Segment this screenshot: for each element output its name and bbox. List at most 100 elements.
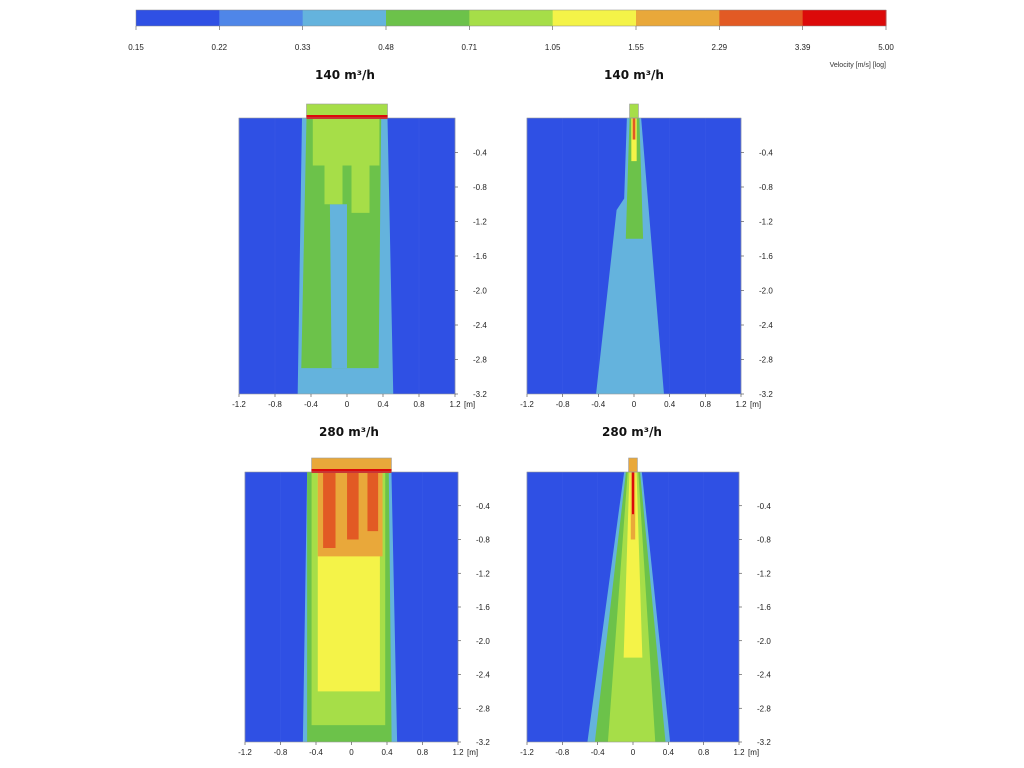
y-tick-label: -0.4 [759,149,773,158]
y-tick-label: -0.4 [757,502,771,511]
x-tick-label: 0.8 [700,400,712,409]
colorbar-tick-label: 0.15 [128,43,144,52]
y-tick-label: -2.0 [759,287,773,296]
x-tick-label: 0.8 [698,748,710,757]
y-tick-label: -2.8 [473,356,487,365]
x-tick-label: 0.4 [664,400,676,409]
colorbar-tick-label: 5.00 [878,43,894,52]
y-tick-label: -1.6 [473,252,487,261]
x-tick-label: -0.8 [555,748,569,757]
y-tick-label: -2.4 [476,671,490,680]
colorbar-segment [469,10,554,26]
x-tick-label: 0 [632,400,637,409]
inlet-nozzle [629,103,639,119]
panel-3: 280 m³/h -1.2 -0.8 -0.4 0 0.4 0.8 1.2 [m] -0.4 -0.… [238,425,490,757]
panel-2: 140 m³/h -1.2 -0.8 -0.4 0 0.4 0.8 1.2 [m] -0.4 -0.… [520,68,773,409]
contour-band [367,472,379,532]
colorbar-tick-label: 3.39 [795,43,811,52]
x-unit-label: [m] [750,400,761,409]
y-tick-label: -2.0 [757,637,771,646]
colorbar: 0.15 0.22 0.33 0.48 0.71 1.05 1.55 2.29 3.39 5.00 [128,9,894,52]
colorbar-segment [302,10,387,26]
y-tick-label: -2.8 [759,356,773,365]
contour-band [623,472,643,658]
x-tick-label: -0.4 [591,400,605,409]
y-tick-label: -2.8 [757,704,771,713]
colorbar-tick-label: 0.71 [462,43,478,52]
y-tick-label: -2.0 [473,287,487,296]
colorbar-tick-label: 1.55 [628,43,644,52]
panel-title: 140 m³/h [604,68,664,82]
x-tick-label: 0.8 [417,748,429,757]
x-tick-label: 0.4 [381,748,393,757]
colorbar-tick-label: 1.05 [545,43,561,52]
x-tick-label: 0 [631,748,636,757]
colorbar-tick-label: 0.33 [295,43,311,52]
y-tick-label: -0.4 [476,502,490,511]
x-tick-label: 1.2 [452,748,464,757]
colorbar-tick-label: 0.48 [378,43,394,52]
x-tick-label: 1.2 [733,748,745,757]
y-tick-label: -0.8 [759,183,773,192]
colorbar-segment [386,10,470,26]
contour-band [347,472,359,540]
contour-band [596,118,664,394]
y-tick-label: -1.2 [759,218,773,227]
x-tick-label: -0.4 [591,748,605,757]
colorbar-segment [719,10,804,26]
y-tick-label: -1.6 [476,603,490,612]
y-tick-label: -3.2 [759,390,773,399]
x-tick-label: -0.8 [556,400,570,409]
x-tick-label: -1.2 [520,400,534,409]
colorbar-segment [136,10,220,26]
y-tick-label: -1.2 [757,569,771,578]
y-tick-label: -0.8 [476,536,490,545]
y-tick-label: -0.8 [473,183,487,192]
contour-band [324,118,343,205]
x-tick-label: 0.4 [377,400,389,409]
x-tick-label: 0 [349,748,354,757]
panel-4: 280 m³/h -1.2 -0.8 -0.4 0 0.4 0.8 1.2 [m] -0.4 -0.… [520,425,771,757]
inlet-nozzle [628,457,638,473]
y-tick-label: -2.4 [757,671,771,680]
x-tick-label: 0.8 [413,400,425,409]
contour-band [625,118,644,239]
contour-band [323,472,336,548]
y-tick-label: -1.6 [759,252,773,261]
y-tick-label: -1.6 [757,603,771,612]
x-tick-label: -0.4 [304,400,318,409]
panel-title: 280 m³/h [319,425,379,439]
x-tick-label: -0.8 [274,748,288,757]
colorbar-frame [135,9,887,27]
inlet-jet [311,469,392,473]
x-tick-label: -1.2 [238,748,252,757]
y-tick-label: -3.2 [476,738,490,747]
colorbar-tick-label: 0.22 [212,43,228,52]
y-tick-label: -2.4 [473,321,487,330]
x-tick-label: 1.2 [449,400,461,409]
y-tick-label: -0.4 [473,149,487,158]
inlet-jet [306,115,388,119]
contour-band [631,472,635,515]
x-tick-label: -1.2 [520,748,534,757]
contour-band [632,118,636,140]
y-tick-label: -0.8 [757,536,771,545]
contour-band [351,118,370,213]
colorbar-tick-label: 2.29 [712,43,728,52]
colorbar-segment [802,10,887,26]
panel-title: 280 m³/h [602,425,662,439]
y-tick-label: -2.8 [476,704,490,713]
y-tick-label: -2.0 [476,637,490,646]
contour-band [329,204,347,369]
colorbar-segment [219,10,304,26]
colorbar-segment [552,10,637,26]
panel-title: 140 m³/h [315,68,375,82]
panel-1: 140 m³/h -1.2 -0.8 -0.4 0 0.4 0.8 1.2 [m] -0.4 -0.… [232,68,487,409]
x-tick-label: -0.4 [309,748,323,757]
y-tick-label: -1.2 [476,569,490,578]
colorbar-segment [636,10,720,26]
x-tick-label: 1.2 [735,400,747,409]
y-tick-label: -2.4 [759,321,773,330]
y-tick-label: -3.2 [473,390,487,399]
